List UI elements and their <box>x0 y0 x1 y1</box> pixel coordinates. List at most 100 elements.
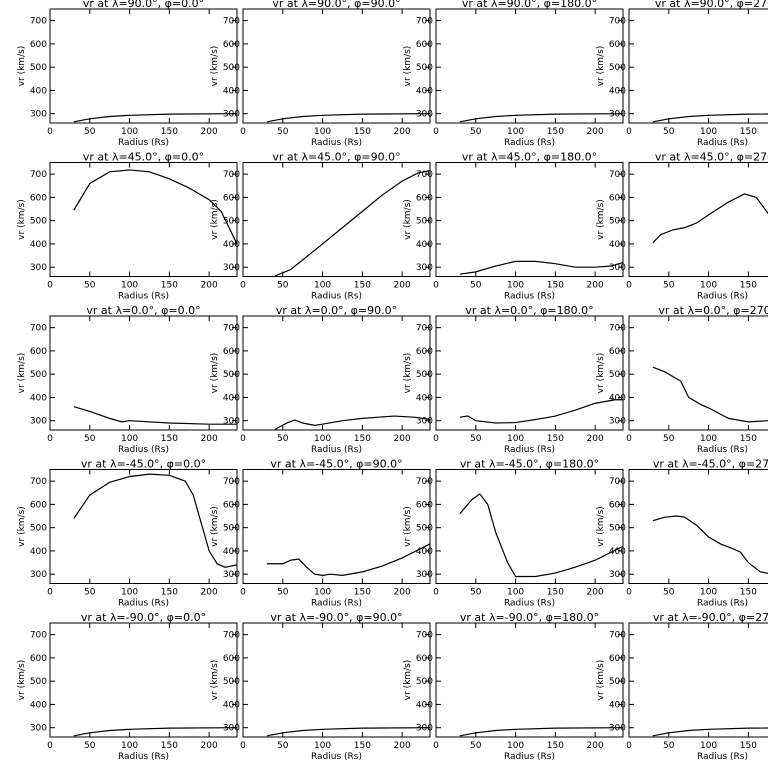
y-tick-label: 300 <box>416 110 433 120</box>
plot-frame <box>628 162 768 277</box>
y-tick-label: 400 <box>223 393 240 403</box>
chart-title: vr at λ=45.0°, φ=0.0° <box>83 151 204 164</box>
y-tick-label: 300 <box>223 570 240 580</box>
y-tick-label: 700 <box>609 324 626 334</box>
x-tick-label: 150 <box>740 741 757 751</box>
y-tick-label: 400 <box>609 547 626 557</box>
y-tick-label: 700 <box>416 17 433 27</box>
x-tick-label: 100 <box>121 741 138 751</box>
x-tick-label: 100 <box>700 434 717 444</box>
data-line <box>73 727 238 737</box>
data-line <box>73 169 238 245</box>
x-axis-label: Radius (Rs) <box>118 445 169 455</box>
y-tick-label: 300 <box>223 263 240 273</box>
x-tick-label: 100 <box>314 588 331 598</box>
chart-title: vr at λ=0.0°, φ=180.0° <box>465 304 593 317</box>
chart-title: vr at λ=-45.0°, φ=270.0° <box>653 458 768 471</box>
data-line <box>652 113 768 123</box>
plot-frame <box>435 622 624 738</box>
data-line <box>73 473 238 568</box>
y-tick-label: 600 <box>223 347 240 357</box>
chart-title: vr at λ=45.0°, φ=270.0° <box>655 151 768 164</box>
x-tick-label: 0 <box>47 434 53 444</box>
x-tick-label: 100 <box>507 281 524 291</box>
y-tick-label: 700 <box>609 17 626 27</box>
plot-frame <box>49 622 238 738</box>
y-axis-label: vr (km/s) <box>210 46 220 87</box>
x-tick-label: 50 <box>470 127 482 137</box>
x-tick-label: 0 <box>240 741 246 751</box>
data-line <box>459 727 624 737</box>
y-tick-label: 500 <box>416 677 433 687</box>
x-tick-label: 0 <box>626 281 632 291</box>
x-tick-label: 50 <box>84 741 96 751</box>
y-tick-label: 700 <box>30 477 47 487</box>
y-axis-label: vr (km/s) <box>596 660 606 701</box>
x-tick-label: 0 <box>626 588 632 598</box>
x-tick-label: 150 <box>354 281 371 291</box>
y-tick-label: 600 <box>416 347 433 357</box>
y-tick-label: 700 <box>223 324 240 334</box>
x-tick-label: 200 <box>394 588 411 598</box>
y-tick-label: 500 <box>416 63 433 73</box>
x-axis-label: Radius (Rs) <box>118 138 169 148</box>
plot-frame <box>628 469 768 584</box>
x-tick-label: 0 <box>626 741 632 751</box>
y-tick-label: 700 <box>416 324 433 334</box>
x-tick-label: 50 <box>470 741 482 751</box>
x-tick-label: 50 <box>663 588 675 598</box>
y-axis-label: vr (km/s) <box>17 660 27 701</box>
y-tick-label: 400 <box>609 86 626 96</box>
y-tick-label: 300 <box>416 417 433 427</box>
x-axis-label: Radius (Rs) <box>504 292 555 302</box>
x-axis-label: Radius (Rs) <box>697 752 748 762</box>
y-tick-label: 400 <box>223 547 240 557</box>
y-tick-label: 700 <box>223 631 240 641</box>
x-tick-label: 150 <box>354 127 371 137</box>
y-axis-label: vr (km/s) <box>17 199 27 240</box>
x-tick-label: 50 <box>663 434 675 444</box>
x-tick-label: 200 <box>394 434 411 444</box>
x-tick-label: 0 <box>433 741 439 751</box>
y-axis-label: vr (km/s) <box>210 660 220 701</box>
x-tick-label: 150 <box>161 281 178 291</box>
y-tick-label: 300 <box>609 570 626 580</box>
x-tick-label: 200 <box>587 434 604 444</box>
y-axis-label: vr (km/s) <box>17 506 27 547</box>
x-axis-label: Radius (Rs) <box>504 445 555 455</box>
x-axis-label: Radius (Rs) <box>311 599 362 609</box>
x-tick-label: 100 <box>121 588 138 598</box>
x-tick-label: 0 <box>47 741 53 751</box>
y-tick-label: 600 <box>609 347 626 357</box>
x-tick-label: 100 <box>507 741 524 751</box>
x-tick-label: 0 <box>433 281 439 291</box>
y-axis-label: vr (km/s) <box>596 353 606 394</box>
y-tick-label: 300 <box>223 724 240 734</box>
y-axis-label: vr (km/s) <box>596 46 606 87</box>
x-tick-label: 100 <box>507 434 524 444</box>
y-tick-label: 600 <box>609 40 626 50</box>
x-tick-label: 200 <box>587 588 604 598</box>
data-line <box>652 366 768 423</box>
y-tick-label: 600 <box>609 500 626 510</box>
chart-title: vr at λ=-90.0°, φ=0.0° <box>81 611 206 624</box>
x-tick-label: 150 <box>740 127 757 137</box>
x-tick-label: 100 <box>314 127 331 137</box>
chart-title: vr at λ=-90.0°, φ=90.0° <box>270 611 402 624</box>
y-tick-label: 500 <box>30 677 47 687</box>
y-tick-label: 500 <box>609 217 626 227</box>
y-tick-label: 700 <box>223 477 240 487</box>
y-axis-label: vr (km/s) <box>403 506 413 547</box>
data-line <box>266 727 431 737</box>
y-tick-label: 400 <box>223 700 240 710</box>
x-tick-label: 50 <box>470 281 482 291</box>
x-tick-label: 150 <box>547 127 564 137</box>
x-axis-label: Radius (Rs) <box>118 292 169 302</box>
y-tick-label: 300 <box>223 417 240 427</box>
y-tick-label: 700 <box>30 631 47 641</box>
plot-frame <box>242 469 431 584</box>
x-tick-label: 50 <box>470 588 482 598</box>
x-tick-label: 50 <box>470 434 482 444</box>
x-tick-label: 0 <box>240 434 246 444</box>
